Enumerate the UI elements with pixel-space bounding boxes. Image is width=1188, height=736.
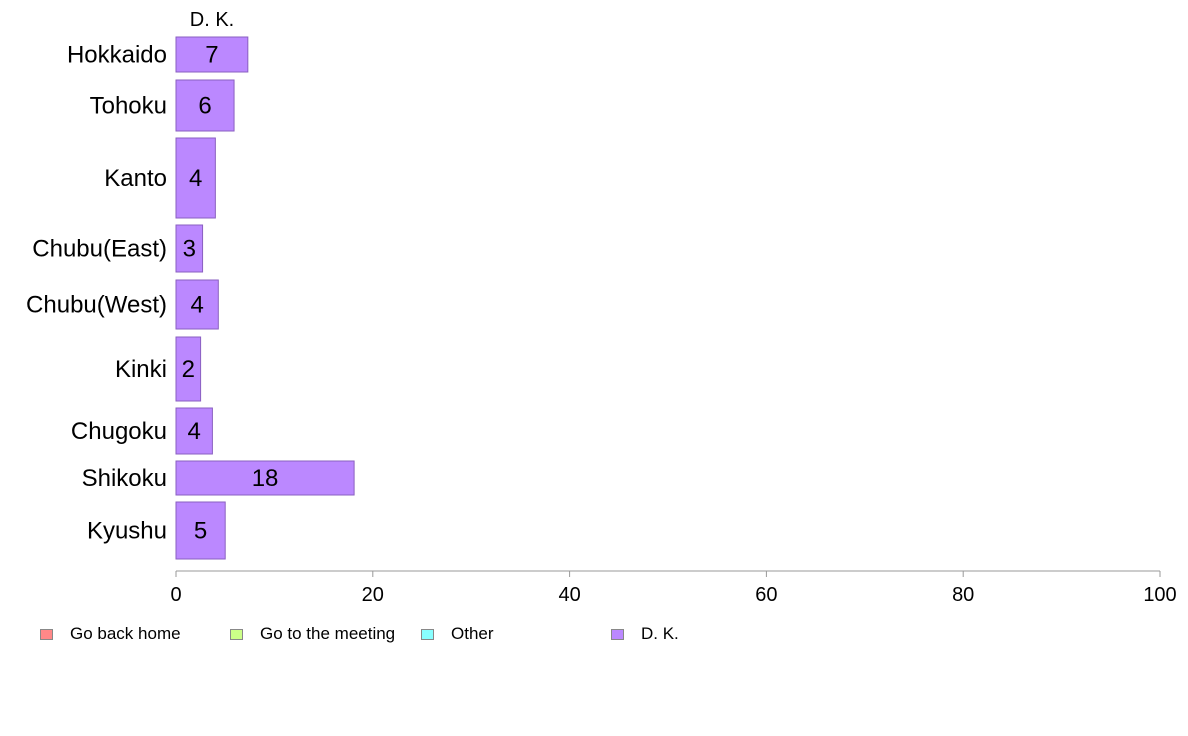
legend-item-dk: D. K. bbox=[611, 622, 679, 646]
bar-shikoku bbox=[175, 460, 355, 496]
category-label-tohoku: Tohoku bbox=[90, 93, 167, 120]
data-label-chubu-west: 4 bbox=[190, 292, 203, 319]
legend-label: Go to the meeting bbox=[260, 624, 396, 643]
bar-tohoku bbox=[175, 79, 235, 132]
x-tick-label-0: 0 bbox=[170, 584, 181, 606]
category-label-chubu-west: Chubu(West) bbox=[26, 292, 167, 319]
legend-swatch bbox=[40, 628, 53, 640]
x-tick-label-80: 80 bbox=[952, 584, 974, 606]
x-tick-label-40: 40 bbox=[558, 584, 580, 606]
data-label-chugoku: 4 bbox=[188, 418, 201, 445]
data-label-hokkaido: 7 bbox=[205, 42, 218, 69]
legend: Go back home Go to the meeting Other D. … bbox=[0, 622, 1188, 646]
x-tick-label-60: 60 bbox=[755, 584, 777, 606]
legend-label: D. K. bbox=[641, 624, 679, 643]
category-label-chugoku: Chugoku bbox=[71, 418, 167, 445]
bar-hokkaido bbox=[175, 36, 249, 73]
category-label-hokkaido: Hokkaido bbox=[67, 42, 167, 69]
legend-item-go-back-home: Go back home bbox=[40, 622, 181, 646]
bar-kanto bbox=[175, 137, 216, 219]
bar-chart: D. K. Hokkaido Tohoku Kanto Chubu(East) Chub… bbox=[26, 9, 1177, 606]
bar-chubu-west bbox=[175, 279, 219, 330]
category-label-chubu-east: Chubu(East) bbox=[32, 236, 167, 263]
legend-label: Other bbox=[451, 624, 494, 643]
data-label-kinki: 2 bbox=[182, 356, 195, 383]
bar-kinki bbox=[175, 336, 202, 402]
x-tick-label-100: 100 bbox=[1143, 584, 1176, 606]
bar-kyushu bbox=[175, 501, 226, 560]
legend-swatch bbox=[230, 628, 243, 640]
category-label-shikoku: Shikoku bbox=[82, 465, 167, 492]
data-label-kanto: 4 bbox=[189, 165, 202, 192]
data-label-tohoku: 6 bbox=[198, 93, 211, 120]
legend-item-go-to-the-meeting: Go to the meeting bbox=[230, 622, 395, 646]
category-label-kyushu: Kyushu bbox=[87, 518, 167, 545]
legend-item-other: Other bbox=[421, 622, 494, 646]
data-label-chubu-east: 3 bbox=[183, 236, 196, 263]
legend-swatch bbox=[421, 628, 434, 640]
x-tick-label-20: 20 bbox=[362, 584, 384, 606]
bar-chugoku bbox=[175, 407, 213, 455]
bar-chubu-east bbox=[175, 224, 204, 273]
data-label-shikoku: 18 bbox=[252, 465, 279, 492]
data-label-kyushu: 5 bbox=[194, 518, 207, 545]
legend-label: Go back home bbox=[70, 624, 181, 643]
category-label-kinki: Kinki bbox=[115, 356, 167, 383]
series-title: D. K. bbox=[190, 9, 234, 31]
legend-swatch bbox=[611, 628, 624, 640]
category-label-kanto: Kanto bbox=[104, 165, 167, 192]
